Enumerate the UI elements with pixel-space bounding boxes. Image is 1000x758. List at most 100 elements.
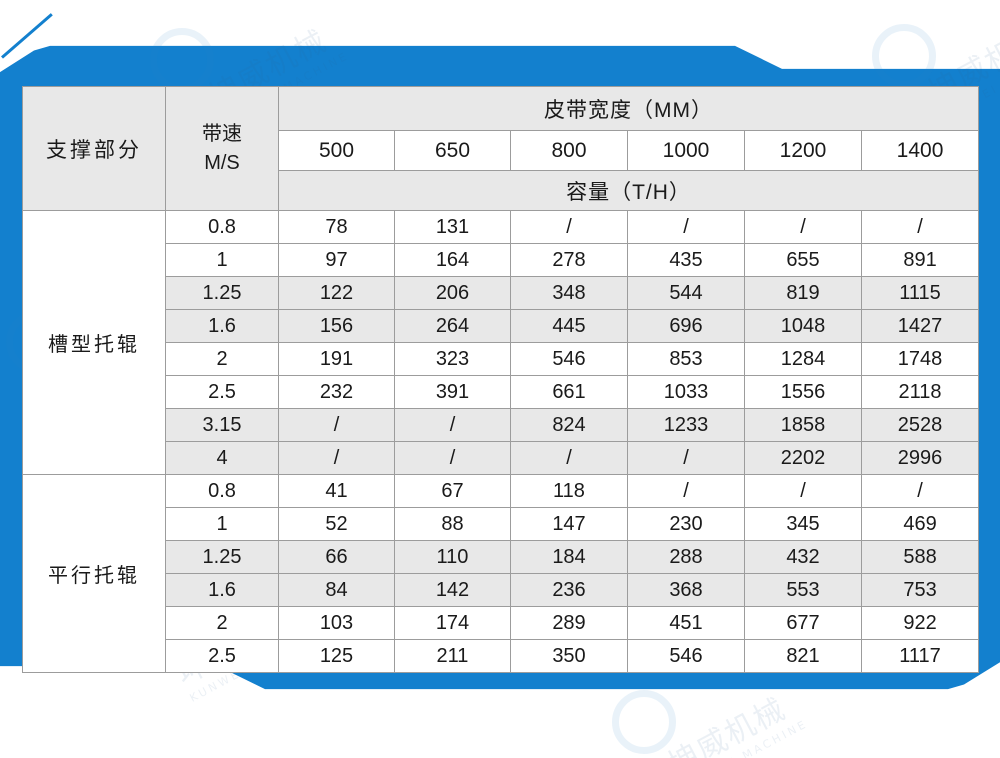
cell-capacity: 368	[627, 573, 745, 607]
cell-capacity: 677	[744, 606, 862, 640]
table-row: 3.15//824 1233 1858 2528	[23, 408, 980, 442]
watermark-ring-icon	[612, 690, 676, 754]
cell-capacity: 156	[278, 309, 395, 343]
header-support-part: 支撑部分	[22, 86, 166, 211]
cell-capacity: /	[744, 210, 862, 244]
header-row-widths: 500 650 800 1000 1200 1400	[23, 130, 980, 171]
cell-capacity: 348	[510, 276, 628, 310]
cell-belt-speed: 1.25	[165, 276, 279, 310]
cell-capacity: 52	[278, 507, 395, 541]
cell-capacity: 391	[394, 375, 511, 409]
cell-capacity: 97	[278, 243, 395, 277]
cell-capacity: 211	[394, 639, 511, 673]
cell-belt-speed: 1.6	[165, 573, 279, 607]
header-belt-speed-line2: M/S	[204, 151, 240, 174]
cell-capacity: /	[744, 474, 862, 508]
cell-capacity: /	[860, 210, 980, 244]
cell-capacity: /	[627, 210, 745, 244]
cell-capacity: 184	[510, 540, 628, 574]
cell-capacity: 41	[278, 474, 395, 508]
cell-belt-speed: 2	[165, 606, 279, 640]
cell-capacity: 67	[394, 474, 511, 508]
cell-capacity: 1117	[860, 639, 980, 673]
cell-belt-speed: 0.8	[165, 210, 279, 244]
cell-capacity: 853	[627, 342, 745, 376]
cell-capacity: 206	[394, 276, 511, 310]
table-row: 槽型托辊 0.8 78 131// / /	[22, 210, 980, 475]
header-belt-width-650: 650	[394, 130, 511, 171]
cell-capacity: 753	[860, 573, 980, 607]
cell-capacity: 84	[278, 573, 395, 607]
header-row-capacity: 容量（T/H）	[23, 170, 980, 211]
cell-capacity: 922	[860, 606, 980, 640]
cell-capacity: 1858	[744, 408, 862, 442]
cell-capacity: 661	[510, 375, 628, 409]
table-row: 1.6 156 264 445 696 1048 1427	[23, 309, 980, 343]
cell-capacity: 435	[627, 243, 745, 277]
cell-belt-speed: 1.6	[165, 309, 279, 343]
cell-capacity: 546	[510, 342, 628, 376]
cell-capacity: /	[510, 210, 628, 244]
header-belt-width-800: 800	[510, 130, 628, 171]
cell-capacity: 66	[278, 540, 395, 574]
cell-capacity: 2996	[860, 441, 980, 475]
table-row: 1.25 66 110 184 288 432 588	[23, 540, 980, 574]
cell-capacity: /	[394, 441, 511, 475]
header-belt-width-500: 500	[278, 130, 395, 171]
cell-capacity: 78	[278, 210, 395, 244]
cell-capacity: 142	[394, 573, 511, 607]
table-row: 1 97 164 278 435 655 891	[23, 243, 980, 277]
cell-capacity: 118	[510, 474, 628, 508]
cell-capacity: 174	[394, 606, 511, 640]
capacity-table: 支撑部分 带速 M/S 皮带宽度（MM） 500 650 800 1000 1200 14…	[22, 86, 980, 673]
cell-capacity: 469	[860, 507, 980, 541]
cell-capacity: /	[394, 408, 511, 442]
cell-capacity: 232	[278, 375, 395, 409]
cell-capacity: 289	[510, 606, 628, 640]
cell-belt-speed: 2.5	[165, 375, 279, 409]
cell-capacity: 164	[394, 243, 511, 277]
table-body: 槽型托辊 0.8 78 131// //1 97 164 278 435 655 891 1.25 12…	[22, 210, 980, 673]
cell-capacity: 1048	[744, 309, 862, 343]
cell-capacity: 546	[627, 639, 745, 673]
cell-capacity: 1033	[627, 375, 745, 409]
cell-capacity: 110	[394, 540, 511, 574]
cell-capacity: 288	[627, 540, 745, 574]
table-header: 支撑部分 带速 M/S 皮带宽度（MM） 500 650 800 1000 1200 14…	[22, 86, 980, 211]
header-belt-width-1200: 1200	[744, 130, 862, 171]
cell-capacity: 125	[278, 639, 395, 673]
header-row-title: 支撑部分 带速 M/S 皮带宽度（MM）	[22, 86, 980, 211]
cell-capacity: 1556	[744, 375, 862, 409]
cell-capacity: 445	[510, 309, 628, 343]
cell-capacity: 131	[394, 210, 511, 244]
table-row: 2.5 125 211 350 546 821 1117	[23, 639, 980, 673]
cell-capacity: 655	[744, 243, 862, 277]
header-belt-width-title: 皮带宽度（MM）	[277, 86, 980, 131]
table-row: 2 103 174 289 451 677 922	[23, 606, 980, 640]
cell-capacity: 824	[510, 408, 628, 442]
cell-belt-speed: 2	[165, 342, 279, 376]
table-row: 2 191 323 546 853 1284 1748	[23, 342, 980, 376]
cell-capacity: 323	[394, 342, 511, 376]
cell-capacity: 230	[627, 507, 745, 541]
capacity-table-container: 支撑部分 带速 M/S 皮带宽度（MM） 500 650 800 1000 1200 14…	[22, 86, 980, 673]
cell-capacity: 122	[278, 276, 395, 310]
cell-capacity: 588	[860, 540, 980, 574]
cell-capacity: 1284	[744, 342, 862, 376]
cell-capacity: 2202	[744, 441, 862, 475]
header-capacity-title: 容量（T/H）	[277, 170, 980, 211]
cell-capacity: 2118	[860, 375, 980, 409]
cell-belt-speed: 4	[165, 441, 279, 475]
cell-belt-speed: 1.25	[165, 540, 279, 574]
header-belt-speed-line1: 带速	[202, 122, 242, 145]
cell-capacity: /	[510, 441, 628, 475]
cell-capacity: 350	[510, 639, 628, 673]
table-row: 1 52 88 147 230 345 469	[23, 507, 980, 541]
cell-capacity: /	[278, 441, 395, 475]
cell-capacity: 278	[510, 243, 628, 277]
header-belt-width-1000: 1000	[627, 130, 745, 171]
cell-capacity: /	[627, 441, 745, 475]
table-row: 2.5 232 391 661 1033 1556 2118	[23, 375, 980, 409]
cell-capacity: /	[278, 408, 395, 442]
